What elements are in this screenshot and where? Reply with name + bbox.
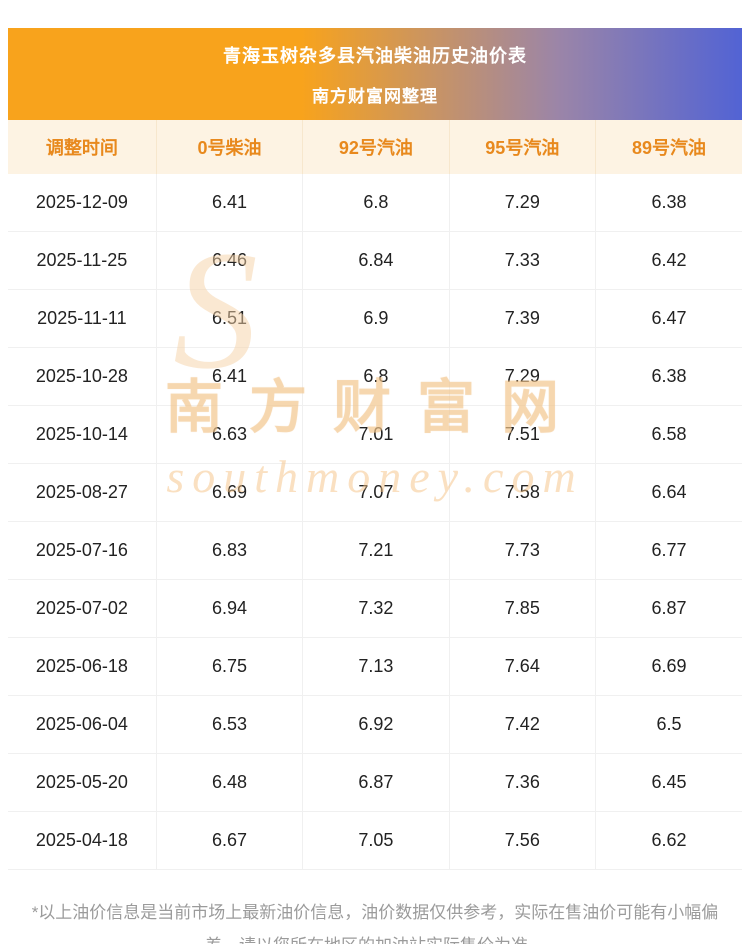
price-cell: 7.01 — [302, 405, 450, 464]
page-title: 青海玉树杂多县汽油柴油历史油价表 — [223, 45, 527, 66]
price-cell: 6.64 — [595, 463, 742, 522]
price-cell: 6.77 — [595, 521, 742, 580]
price-cell: 7.58 — [448, 463, 596, 522]
price-cell: 7.33 — [448, 231, 596, 290]
table-row: 2025-07-16 6.83 7.21 7.73 6.77 — [8, 521, 742, 580]
price-cell: 7.64 — [448, 637, 596, 696]
page-title-banner: 青海玉树杂多县汽油柴油历史油价表 南方财富网整理 — [8, 28, 742, 120]
price-cell: 7.85 — [448, 579, 596, 638]
price-cell: 6.9 — [302, 289, 450, 348]
price-cell: 7.51 — [448, 405, 596, 464]
price-cell: 6.8 — [302, 174, 450, 232]
price-cell: 6.84 — [302, 231, 450, 290]
price-cell: 6.69 — [155, 463, 303, 522]
price-cell: 6.41 — [155, 347, 303, 406]
price-cell: 7.29 — [448, 347, 596, 406]
price-table: 调整时间 0号柴油 92号汽油 95号汽油 89号汽油 2025-12-09 6.… — [8, 120, 742, 870]
price-cell: 6.5 — [595, 695, 742, 754]
price-cell: 6.94 — [155, 579, 303, 638]
price-cell: 7.36 — [448, 753, 596, 812]
price-cell: 6.62 — [595, 811, 742, 870]
table-row: 2025-08-27 6.69 7.07 7.58 6.64 — [8, 463, 742, 522]
table-row: 2025-10-28 6.41 6.8 7.29 6.38 — [8, 347, 742, 406]
price-cell: 6.69 — [595, 637, 742, 696]
date-cell: 2025-08-27 — [8, 463, 157, 522]
table-row: 2025-06-04 6.53 6.92 7.42 6.5 — [8, 695, 742, 754]
price-cell: 6.92 — [302, 695, 450, 754]
table-header-row: 调整时间 0号柴油 92号汽油 95号汽油 89号汽油 — [8, 120, 742, 174]
price-cell: 7.21 — [302, 521, 450, 580]
date-cell: 2025-12-09 — [8, 174, 157, 232]
table-row: 2025-06-18 6.75 7.13 7.64 6.69 — [8, 637, 742, 696]
price-cell: 6.58 — [595, 405, 742, 464]
column-header-diesel0: 0号柴油 — [155, 120, 303, 174]
price-cell: 6.67 — [155, 811, 303, 870]
price-cell: 7.13 — [302, 637, 450, 696]
price-table-body: 2025-12-09 6.41 6.8 7.29 6.38 2025-11-25 6.46 6… — [8, 174, 742, 870]
price-cell: 6.38 — [595, 347, 742, 406]
price-cell: 6.46 — [155, 231, 303, 290]
table-row: 2025-07-02 6.94 7.32 7.85 6.87 — [8, 579, 742, 638]
price-cell: 7.32 — [302, 579, 450, 638]
date-cell: 2025-07-02 — [8, 579, 157, 638]
table-row: 2025-11-25 6.46 6.84 7.33 6.42 — [8, 231, 742, 290]
price-cell: 6.47 — [595, 289, 742, 348]
date-cell: 2025-10-28 — [8, 347, 157, 406]
date-cell: 2025-06-18 — [8, 637, 157, 696]
price-cell: 6.45 — [595, 753, 742, 812]
price-cell: 7.39 — [448, 289, 596, 348]
price-cell: 6.75 — [155, 637, 303, 696]
table-row: 2025-05-20 6.48 6.87 7.36 6.45 — [8, 753, 742, 812]
price-cell: 7.73 — [448, 521, 596, 580]
table-row: 2025-04-18 6.67 7.05 7.56 6.62 — [8, 811, 742, 870]
column-header-gas92: 92号汽油 — [302, 120, 450, 174]
column-header-gas89: 89号汽油 — [595, 120, 742, 174]
date-cell: 2025-10-14 — [8, 405, 157, 464]
price-cell: 6.48 — [155, 753, 303, 812]
date-cell: 2025-04-18 — [8, 811, 157, 870]
column-header-gas95: 95号汽油 — [448, 120, 596, 174]
date-cell: 2025-06-04 — [8, 695, 157, 754]
price-cell: 7.07 — [302, 463, 450, 522]
date-cell: 2025-11-11 — [8, 289, 157, 348]
date-cell: 2025-11-25 — [8, 231, 157, 290]
price-cell: 6.51 — [155, 289, 303, 348]
price-cell: 6.53 — [155, 695, 303, 754]
price-cell: 7.29 — [448, 174, 596, 232]
table-row: 2025-11-11 6.51 6.9 7.39 6.47 — [8, 289, 742, 348]
price-cell: 6.63 — [155, 405, 303, 464]
price-cell: 6.41 — [155, 174, 303, 232]
price-cell: 6.87 — [302, 753, 450, 812]
date-cell: 2025-05-20 — [8, 753, 157, 812]
date-cell: 2025-07-16 — [8, 521, 157, 580]
price-cell: 6.87 — [595, 579, 742, 638]
price-cell: 7.42 — [448, 695, 596, 754]
price-cell: 6.8 — [302, 347, 450, 406]
page-subtitle: 南方财富网整理 — [312, 86, 438, 106]
footnote: *以上油价信息是当前市场上最新油价信息，油价数据仅供参考，实际在售油价可能有小幅… — [31, 903, 719, 944]
table-row: 2025-12-09 6.41 6.8 7.29 6.38 — [8, 174, 742, 232]
table-row: 2025-10-14 6.63 7.01 7.51 6.58 — [8, 405, 742, 464]
price-cell: 6.42 — [595, 231, 742, 290]
price-table-wrap: S 调整时间 0号柴油 92号汽油 95号汽油 89号汽油 2025-12-09… — [8, 120, 742, 870]
price-cell: 6.83 — [155, 521, 303, 580]
column-header-date: 调整时间 — [8, 120, 157, 174]
price-cell: 6.38 — [595, 174, 742, 232]
price-cell: 7.56 — [448, 811, 596, 870]
price-cell: 7.05 — [302, 811, 450, 870]
